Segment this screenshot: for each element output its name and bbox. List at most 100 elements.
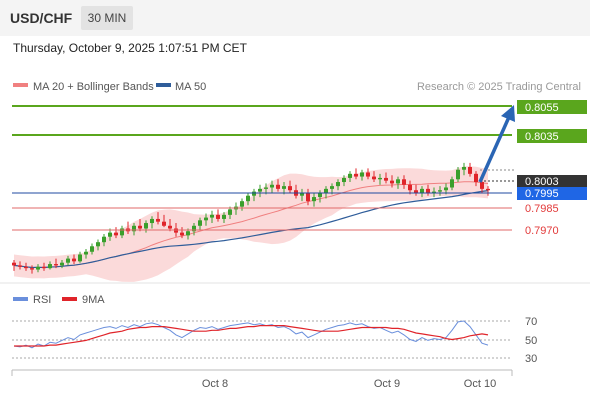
x-label-oct9: Oct 9 <box>374 378 400 390</box>
candle-body <box>54 264 58 266</box>
candle-body <box>228 209 232 215</box>
candle-body <box>120 228 124 236</box>
support-label-2: 0.7970 <box>525 225 559 237</box>
candle-body <box>258 188 262 192</box>
candles-group <box>12 162 490 274</box>
candle-body <box>288 186 292 191</box>
candle-body <box>12 262 16 266</box>
candle-body <box>144 223 148 229</box>
candle-body <box>474 173 478 183</box>
candle-body <box>108 232 112 237</box>
candle-body <box>150 218 154 224</box>
candle-body <box>138 225 142 229</box>
candle-body <box>114 232 118 236</box>
bollinger-band <box>14 166 488 282</box>
rsi-legend-swatch <box>13 297 28 301</box>
candle-body <box>354 173 358 177</box>
rsi-axis-30: 30 <box>525 353 537 365</box>
candle-body <box>330 186 334 189</box>
ma50-legend-swatch <box>156 83 171 87</box>
candle-body <box>60 262 64 266</box>
candle-body <box>132 225 136 232</box>
candle-body <box>486 188 490 191</box>
candle-body <box>90 246 94 252</box>
candle-body <box>30 268 34 270</box>
candle-body <box>36 266 40 270</box>
resistance-label-2: 0.8035 <box>525 131 559 143</box>
candle-body <box>180 232 184 236</box>
candle-body <box>402 179 406 185</box>
forecast-arrow <box>478 105 515 183</box>
resistance-label-2-box <box>517 129 587 143</box>
timestamp: Thursday, October 9, 2025 1:07:51 PM CET <box>13 41 247 55</box>
candle-body <box>210 214 214 218</box>
candle-body <box>48 264 52 269</box>
header-bar: USD/CHF 30 MIN <box>0 0 590 36</box>
candle-body <box>318 192 322 198</box>
candle-body <box>198 220 202 226</box>
candle-body <box>102 236 106 243</box>
candle-body <box>378 177 382 180</box>
candle-body <box>342 177 346 183</box>
candle-body <box>192 225 196 232</box>
candle-body <box>66 258 70 263</box>
timeframe-button[interactable]: 30 MIN <box>81 6 133 30</box>
candle-body <box>372 176 376 180</box>
candle-body <box>78 254 82 262</box>
candle-body <box>390 180 394 184</box>
current-price-label: 0.8003 <box>525 176 559 188</box>
candle-body <box>348 173 352 178</box>
candle-body <box>282 186 286 189</box>
candle-body <box>420 188 424 193</box>
candle-body <box>438 190 442 192</box>
candle-body <box>444 187 448 191</box>
price-chart-svg: MA 20 + Bollinger Bands MA 50 Research ©… <box>0 81 590 390</box>
candle-body <box>42 266 46 269</box>
candle-body <box>300 192 304 196</box>
candle-body <box>186 231 190 236</box>
candle-body <box>174 228 178 233</box>
candle-body <box>204 217 208 221</box>
x-label-oct10: Oct 10 <box>464 378 496 390</box>
candle-body <box>306 192 310 202</box>
rsi-legend-label: RSI <box>33 294 51 306</box>
candle-body <box>162 221 166 226</box>
pivot-label-box <box>517 187 587 200</box>
candle-body <box>456 169 460 180</box>
credit-text: Research © 2025 Trading Central <box>417 81 581 93</box>
candle-body <box>168 225 172 229</box>
candle-body <box>276 184 280 189</box>
candle-body <box>426 188 430 193</box>
rsi-line <box>13 320 489 349</box>
current-price-label-box <box>517 175 587 188</box>
candle-body <box>96 242 100 247</box>
x-label-oct8: Oct 8 <box>202 378 228 390</box>
candle-body <box>240 201 244 207</box>
candle-body <box>396 179 400 184</box>
candle-body <box>468 166 472 174</box>
candle-body <box>366 172 370 177</box>
candle-body <box>462 166 466 170</box>
candle-body <box>84 251 88 255</box>
rsi-ma-line <box>14 325 489 347</box>
rsi-axis-50: 50 <box>525 335 537 347</box>
ma50-line <box>13 190 489 269</box>
pivot-label: 0.7995 <box>525 188 559 200</box>
resistance-label-1: 0.8055 <box>525 102 559 114</box>
candle-body <box>336 182 340 187</box>
candle-body <box>432 191 436 193</box>
candle-body <box>24 266 28 269</box>
candle-body <box>408 184 412 191</box>
candle-body <box>264 187 268 189</box>
candle-body <box>216 214 220 219</box>
resistance-label-1-box <box>517 100 587 114</box>
symbol-title: USD/CHF <box>10 10 73 26</box>
ma50-legend-label: MA 50 <box>175 81 206 93</box>
support-label-1: 0.7985 <box>525 203 559 215</box>
candle-body <box>18 265 22 267</box>
price-panel <box>12 162 490 282</box>
ma20-legend-label: MA 20 + Bollinger Bands <box>33 81 154 93</box>
candle-body <box>312 197 316 202</box>
candle-body <box>156 218 160 222</box>
candle-body <box>414 190 418 193</box>
